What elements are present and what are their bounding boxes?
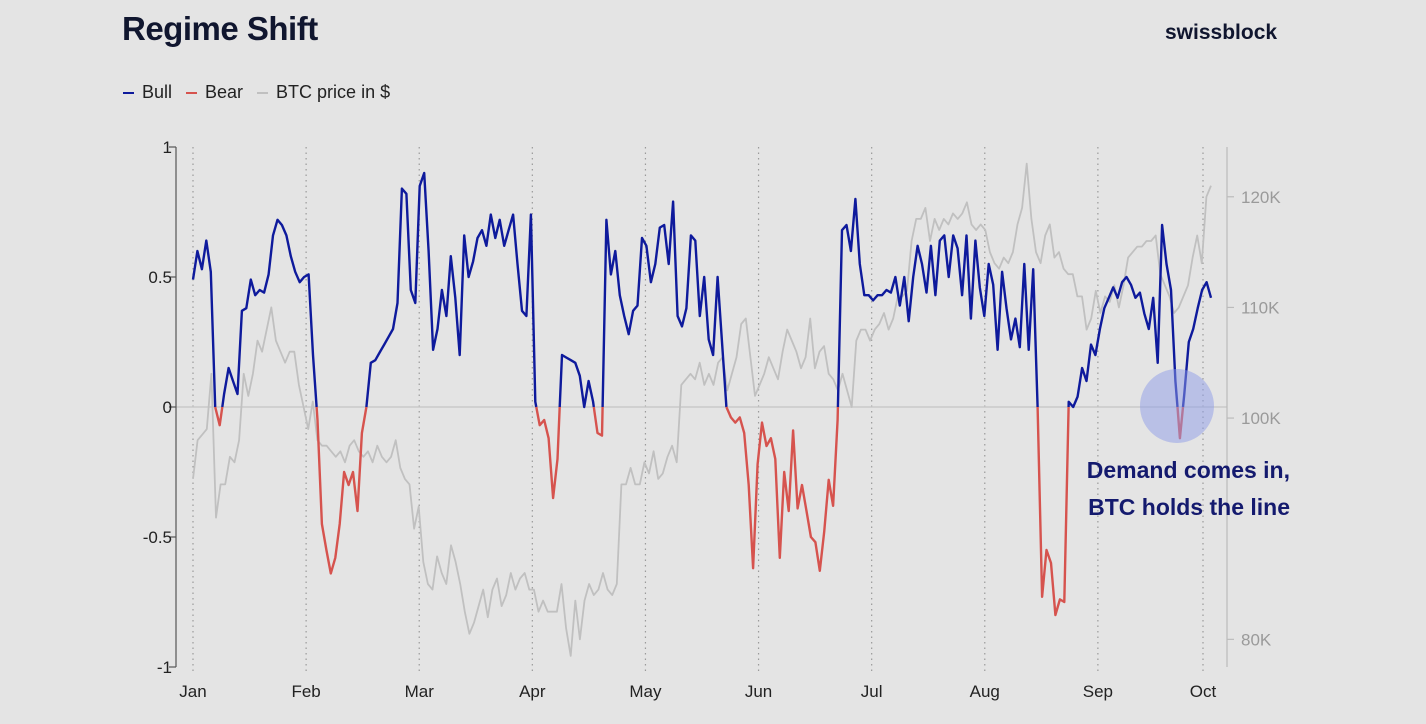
legend-label-btc: BTC price in $ (276, 82, 391, 102)
right-tick-label: 80K (1241, 630, 1272, 649)
x-tick-label: Jan (179, 682, 206, 701)
left-tick-label: 0 (163, 398, 172, 417)
highlight-circle (1140, 369, 1214, 443)
bear-segment (1036, 406, 1070, 617)
x-tick-label: Jun (745, 682, 772, 701)
right-axis: 120K 110K 100K 80K (1227, 188, 1281, 649)
regime-series (191, 171, 1213, 617)
bear-segment (592, 406, 604, 437)
x-tick-label: Feb (291, 682, 320, 701)
bull-segment (191, 239, 217, 408)
legend-label-bear: Bear (205, 82, 244, 102)
left-tick-label: 0.5 (148, 268, 172, 287)
bull-segment (601, 200, 728, 408)
btc-price-series (192, 162, 1212, 657)
bear-segment (535, 406, 561, 500)
left-tick-label: -0.5 (143, 528, 172, 547)
gridlines (192, 147, 1204, 675)
bull-segment (365, 171, 538, 408)
bull-segment (1067, 223, 1179, 409)
x-tick-label: Aug (970, 682, 1000, 701)
bear-segment (315, 406, 368, 575)
btc-price-line (192, 162, 1212, 657)
x-tick-label: Apr (519, 682, 546, 701)
x-tick-label: Sep (1083, 682, 1113, 701)
brand-logo: swissblock (1165, 21, 1278, 44)
x-tick-label: Oct (1190, 682, 1217, 701)
legend-item-btc: BTC price in $ (257, 82, 390, 103)
bull-segment (836, 197, 1039, 408)
legend-swatch-btc (257, 91, 269, 94)
bear-segment (214, 406, 224, 427)
x-tick-label: Jul (861, 682, 883, 701)
bull-segment (221, 218, 318, 408)
legend-swatch-bull (123, 91, 134, 94)
legend-item-bull: Bull (123, 82, 172, 103)
x-tick-label: May (629, 682, 662, 701)
x-tick-label: Mar (405, 682, 435, 701)
annotation-line-2: BTC holds the line (1088, 494, 1290, 520)
right-tick-label: 100K (1241, 409, 1281, 428)
left-axis: 1 0.5 0 -0.5 -1 (143, 138, 176, 677)
x-axis: Jan Feb Mar Apr May Jun Jul Aug Sep Oct (179, 682, 1216, 701)
legend: Bull Bear BTC price in $ (123, 82, 390, 103)
chart-title: Regime Shift (122, 10, 318, 47)
right-tick-label: 110K (1241, 298, 1280, 317)
left-tick-label: 1 (163, 138, 172, 157)
right-tick-label: 120K (1241, 188, 1281, 207)
bull-segment (558, 353, 595, 409)
legend-item-bear: Bear (186, 82, 243, 103)
bear-segment (725, 406, 840, 572)
left-tick-label: -1 (157, 658, 172, 677)
legend-label-bull: Bull (142, 82, 173, 102)
legend-swatch-bear (186, 91, 198, 94)
annotation-line-1: Demand comes in, (1087, 457, 1290, 483)
